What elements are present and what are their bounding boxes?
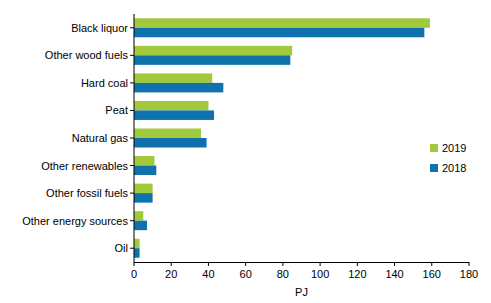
x-tick — [245, 262, 246, 266]
bar — [134, 248, 140, 258]
x-tick-label: 100 — [311, 268, 329, 280]
x-tick-label: 40 — [202, 268, 214, 280]
x-tick-label: 80 — [277, 268, 289, 280]
y-tick — [130, 220, 134, 221]
bar — [134, 55, 290, 64]
bars — [134, 18, 430, 257]
category-label: Other renewables — [41, 160, 128, 172]
x-tick — [171, 262, 172, 266]
x-tick-label: 0 — [131, 268, 137, 280]
y-tick — [130, 193, 134, 194]
bar — [134, 138, 207, 148]
category-label: Black liquor — [71, 22, 128, 34]
x-tick-label: 140 — [385, 268, 403, 280]
category-label: Natural gas — [72, 132, 129, 144]
category-label: Hard coal — [81, 77, 128, 89]
y-tick — [130, 138, 134, 139]
x-tick — [431, 262, 432, 266]
x-axis-label: PJ — [295, 286, 308, 298]
bar — [134, 83, 223, 93]
bar — [134, 28, 424, 38]
x-tick — [394, 262, 395, 266]
x-tick-label: 160 — [423, 268, 441, 280]
bar — [134, 184, 153, 194]
legend: 2019 2018 — [430, 142, 466, 174]
category-label: Other wood fuels — [45, 49, 129, 61]
bar — [134, 166, 156, 176]
category-label: Other fossil fuels — [46, 187, 128, 199]
x-tick — [134, 262, 135, 266]
y-tick — [130, 27, 134, 28]
bar — [134, 110, 214, 120]
x-tick-label: 180 — [460, 268, 478, 280]
x-tick — [208, 262, 209, 266]
bar — [134, 129, 201, 139]
bar — [134, 221, 147, 231]
x-tick-label: 60 — [240, 268, 252, 280]
legend-label: 2019 — [442, 142, 466, 154]
y-tick — [130, 165, 134, 166]
bar — [134, 18, 430, 28]
x-tick — [469, 262, 470, 266]
legend-label: 2018 — [442, 162, 466, 174]
x-tick-label: 120 — [348, 268, 366, 280]
y-tick — [130, 55, 134, 56]
bar — [134, 73, 212, 83]
x-tick — [282, 262, 283, 266]
bar — [134, 193, 153, 203]
x-tick — [320, 262, 321, 266]
x-tick — [357, 262, 358, 266]
legend-swatch — [430, 144, 438, 152]
x-axis-line — [134, 262, 469, 263]
chart: 0 20 40 60 80 100 120 140 160 180 Black liquor Othe… — [0, 0, 491, 303]
category-label: Peat — [105, 104, 128, 116]
bar — [134, 156, 154, 166]
category-label: Oil — [115, 242, 128, 254]
bar — [134, 101, 208, 111]
y-tick — [130, 82, 134, 83]
y-tick — [130, 110, 134, 111]
bar — [134, 46, 292, 56]
bar — [134, 239, 140, 249]
x-tick-label: 20 — [165, 268, 177, 280]
y-tick — [130, 248, 134, 249]
category-label: Other energy sources — [22, 215, 128, 227]
legend-swatch — [430, 164, 438, 172]
bar — [134, 211, 143, 221]
